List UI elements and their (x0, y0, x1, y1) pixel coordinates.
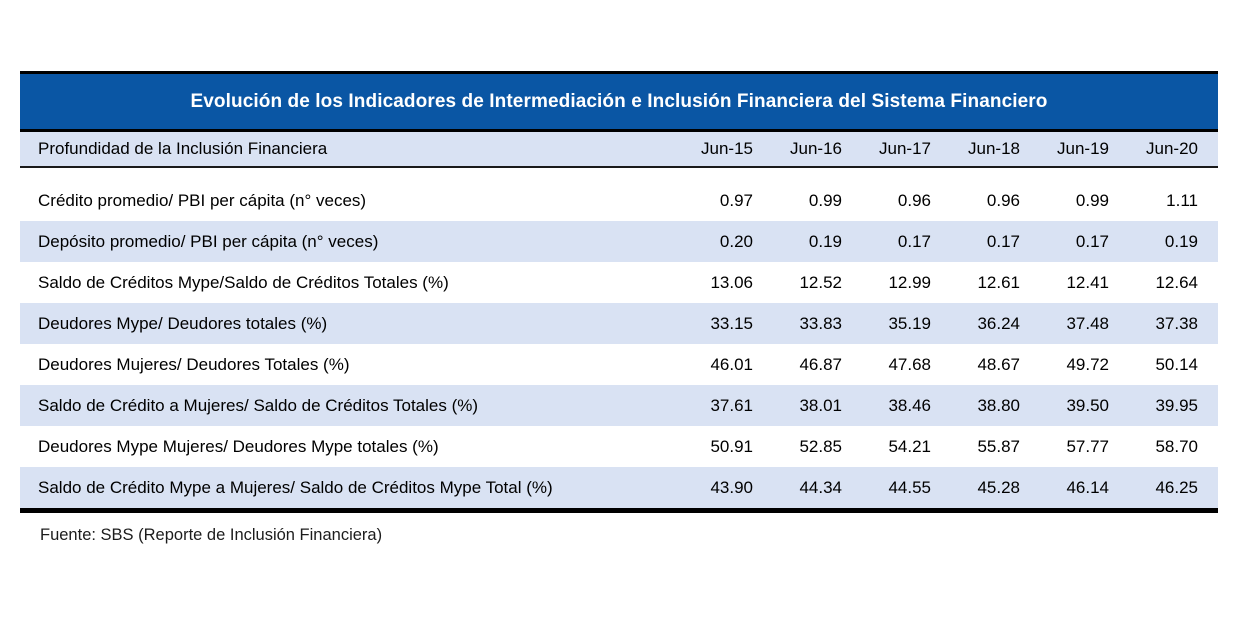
value-cell: 45.28 (977, 477, 1020, 497)
value-cell: 49.72 (1066, 354, 1109, 374)
value-cell: 0.17 (1075, 231, 1109, 251)
column-header: Jun-17 (879, 139, 931, 158)
table-row: Saldo de Crédito a Mujeres/ Saldo de Cré… (20, 385, 1218, 426)
value-cell: 0.99 (808, 190, 842, 210)
value-cell: 50.14 (1155, 354, 1198, 374)
source-note: Fuente: SBS (Reporte de Inclusión Financ… (40, 526, 383, 544)
row-label: Deudores Mujeres/ Deudores Totales (%) (38, 354, 350, 374)
value-cell: 38.80 (977, 395, 1020, 415)
value-cell: 35.19 (888, 313, 931, 333)
value-cell: 0.97 (719, 190, 753, 210)
column-header: Jun-15 (701, 139, 753, 158)
table-row: Saldo de Crédito Mype a Mujeres/ Saldo d… (20, 467, 1218, 508)
value-cell: 0.17 (897, 231, 931, 251)
value-cell: 0.20 (719, 231, 753, 251)
value-cell: 46.01 (710, 354, 753, 374)
table-header-row: Profundidad de la Inclusión Financiera J… (20, 132, 1218, 168)
value-cell: 37.48 (1066, 313, 1109, 333)
value-cell: 57.77 (1066, 436, 1109, 456)
table-row: Crédito promedio/ PBI per cápita (n° vec… (20, 180, 1218, 221)
table-row: Deudores Mype/ Deudores totales (%) 33.1… (20, 303, 1218, 344)
value-cell: 46.87 (799, 354, 842, 374)
header-section-label: Profundidad de la Inclusión Financiera (38, 139, 328, 158)
value-cell: 36.24 (977, 313, 1020, 333)
row-label: Saldo de Créditos Mype/Saldo de Créditos… (38, 272, 449, 292)
column-header: Jun-19 (1057, 139, 1109, 158)
table-row: Saldo de Créditos Mype/Saldo de Créditos… (20, 262, 1218, 303)
value-cell: 0.17 (986, 231, 1020, 251)
value-cell: 44.55 (888, 477, 931, 497)
value-cell: 43.90 (710, 477, 753, 497)
table-row: Depósito promedio/ PBI per cápita (n° ve… (20, 221, 1218, 262)
value-cell: 54.21 (888, 436, 931, 456)
table-body: Crédito promedio/ PBI per cápita (n° vec… (20, 180, 1218, 508)
row-label: Crédito promedio/ PBI per cápita (n° vec… (38, 190, 367, 210)
value-cell: 1.11 (1166, 190, 1198, 210)
indicators-table: Evolución de los Indicadores de Intermed… (20, 71, 1218, 513)
value-cell: 55.87 (977, 436, 1020, 456)
value-cell: 52.85 (799, 436, 842, 456)
table-row: Deudores Mype Mujeres/ Deudores Mype tot… (20, 426, 1218, 467)
value-cell: 46.14 (1066, 477, 1109, 497)
value-cell: 37.38 (1155, 313, 1198, 333)
value-cell: 39.50 (1066, 395, 1109, 415)
table-title-bar: Evolución de los Indicadores de Intermed… (20, 74, 1218, 132)
spacer-row (20, 168, 1218, 180)
row-label: Deudores Mype/ Deudores totales (%) (38, 313, 328, 333)
value-cell: 12.61 (977, 272, 1020, 292)
value-cell: 33.15 (710, 313, 753, 333)
value-cell: 12.41 (1066, 272, 1109, 292)
value-cell: 33.83 (799, 313, 842, 333)
row-label: Depósito promedio/ PBI per cápita (n° ve… (38, 231, 379, 251)
value-cell: 44.34 (799, 477, 842, 497)
value-cell: 12.64 (1155, 272, 1198, 292)
value-cell: 0.19 (808, 231, 842, 251)
value-cell: 39.95 (1155, 395, 1198, 415)
row-label: Deudores Mype Mujeres/ Deudores Mype tot… (38, 436, 439, 456)
value-cell: 13.06 (710, 272, 753, 292)
value-cell: 0.99 (1075, 190, 1109, 210)
table-title: Evolución de los Indicadores de Intermed… (190, 90, 1048, 112)
column-header: Jun-20 (1146, 139, 1198, 158)
value-cell: 38.01 (799, 395, 842, 415)
row-label: Saldo de Crédito a Mujeres/ Saldo de Cré… (38, 395, 479, 415)
value-cell: 46.25 (1155, 477, 1198, 497)
value-cell: 48.67 (977, 354, 1020, 374)
table-row: Deudores Mujeres/ Deudores Totales (%) 4… (20, 344, 1218, 385)
value-cell: 47.68 (888, 354, 931, 374)
row-label: Saldo de Crédito Mype a Mujeres/ Saldo d… (38, 477, 553, 497)
value-cell: 50.91 (710, 436, 753, 456)
column-header: Jun-18 (968, 139, 1020, 158)
value-cell: 0.96 (986, 190, 1020, 210)
column-header: Jun-16 (790, 139, 842, 158)
value-cell: 12.52 (799, 272, 842, 292)
value-cell: 38.46 (888, 395, 931, 415)
value-cell: 37.61 (710, 395, 753, 415)
value-cell: 0.19 (1164, 231, 1198, 251)
value-cell: 58.70 (1155, 436, 1198, 456)
value-cell: 12.99 (888, 272, 931, 292)
value-cell: 0.96 (897, 190, 931, 210)
